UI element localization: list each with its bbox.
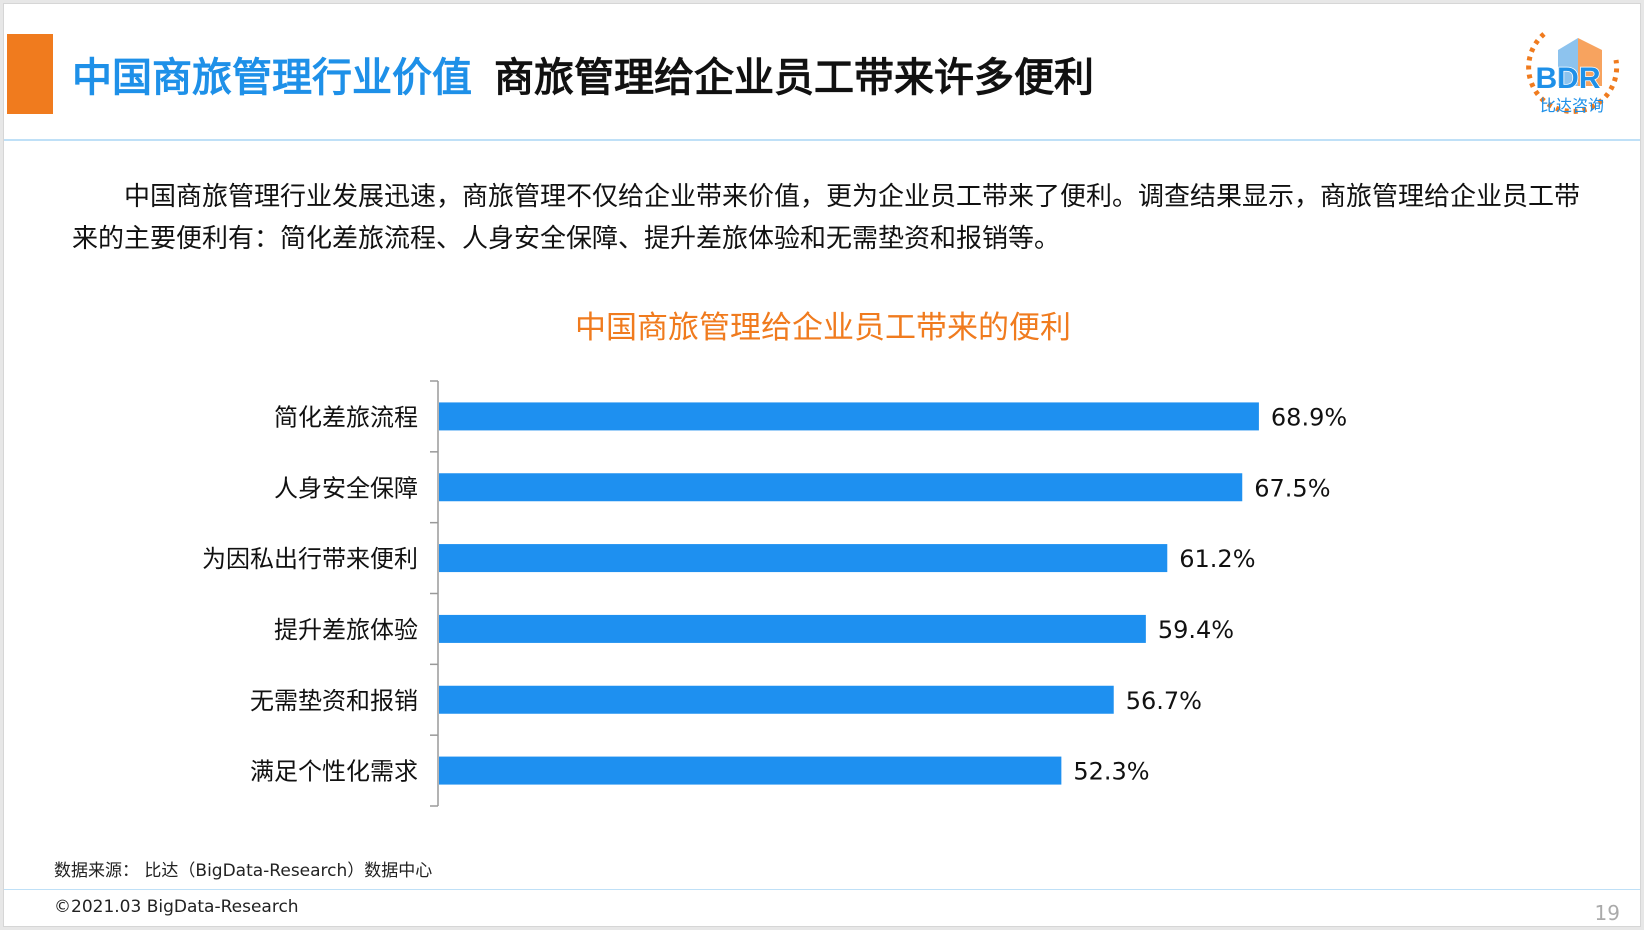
bar bbox=[439, 756, 1062, 785]
category-label: 为因私出行带来便利 bbox=[202, 545, 418, 573]
page-number: 19 bbox=[1594, 901, 1620, 925]
footer-divider bbox=[4, 889, 1640, 890]
value-label: 52.3% bbox=[1073, 758, 1149, 786]
intro-paragraph: 中国商旅管理行业发展迅速，商旅管理不仅给企业带来价值，更为企业员工带来了便利。调… bbox=[72, 182, 1581, 254]
logo-letters: BDR bbox=[1536, 62, 1601, 95]
logo-caption: 比达咨询 bbox=[1540, 96, 1604, 115]
bar bbox=[439, 402, 1259, 431]
category-label: 无需垫资和报销 bbox=[250, 687, 418, 715]
bar bbox=[439, 614, 1146, 643]
copyright: ©2021.03 BigData-Research bbox=[54, 897, 299, 917]
category-label: 满足个性化需求 bbox=[250, 758, 418, 786]
value-label: 56.7% bbox=[1126, 687, 1202, 715]
category-label: 人身安全保障 bbox=[274, 474, 418, 502]
category-label: 提升差旅体验 bbox=[274, 616, 418, 644]
value-label: 68.9% bbox=[1271, 403, 1347, 431]
chart-title: 中国商旅管理给企业员工带来的便利 bbox=[575, 310, 1071, 346]
page-title: 中国商旅管理行业价值 商旅管理给企业员工带来许多便利 bbox=[72, 50, 1094, 106]
header-divider bbox=[4, 139, 1640, 141]
value-label: 61.2% bbox=[1179, 545, 1255, 573]
slide: 中国商旅管理行业价值 商旅管理给企业员工带来许多便利 BDR 比达咨询 中国商旅管… bbox=[3, 3, 1641, 927]
value-label: 67.5% bbox=[1254, 474, 1330, 502]
bar-chart: 简化差旅流程 68.9% 人身安全保障 67.5% 为因私出行带来便利 61.2% 提升差旅… bbox=[202, 380, 1347, 807]
category-label: 简化差旅流程 bbox=[274, 403, 418, 431]
bar bbox=[439, 685, 1114, 714]
value-label: 59.4% bbox=[1158, 616, 1234, 644]
bar bbox=[439, 473, 1243, 502]
title-main: 中国商旅管理行业价值 bbox=[72, 55, 472, 101]
data-source: 数据来源： 比达（BigData-Research）数据中心 bbox=[54, 861, 433, 881]
bar bbox=[439, 544, 1168, 573]
title-sub: 商旅管理给企业员工带来许多便利 bbox=[494, 55, 1094, 101]
title-accent-bar bbox=[7, 34, 53, 114]
bdr-logo: BDR 比达咨询 bbox=[1526, 32, 1620, 115]
